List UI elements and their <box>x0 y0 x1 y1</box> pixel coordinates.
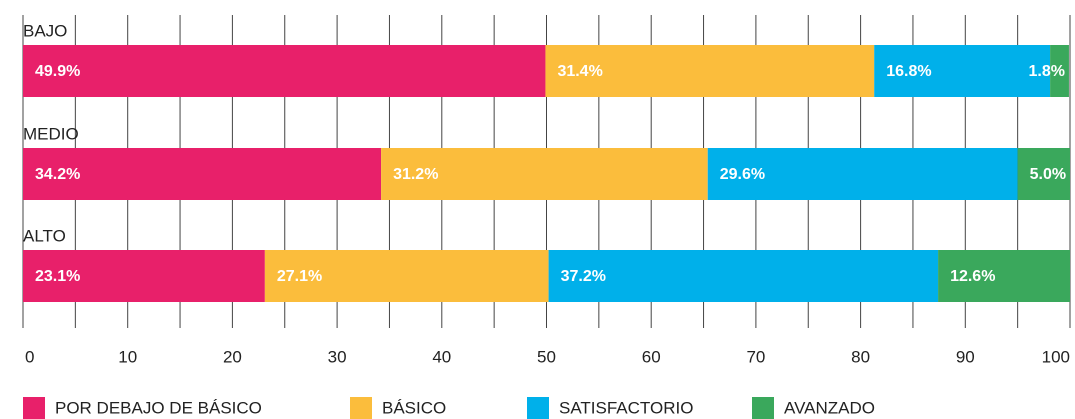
bar-segment <box>707 148 1018 200</box>
value-label: 49.9% <box>35 63 80 80</box>
legend-swatch <box>350 397 372 419</box>
x-tick-label: 80 <box>851 347 870 366</box>
legend-label: POR DEBAJO DE BÁSICO <box>55 398 262 417</box>
category-label: MEDIO <box>23 124 79 143</box>
x-tick-label: 10 <box>118 347 137 366</box>
x-tick-label: 60 <box>642 347 661 366</box>
bar-segment <box>938 250 1070 302</box>
value-label: 31.2% <box>393 166 438 183</box>
x-tick-label: 20 <box>223 347 242 366</box>
bar-segment <box>381 148 708 200</box>
bar-segment <box>1050 45 1069 97</box>
bar-segment <box>23 250 265 302</box>
legend-swatch <box>23 397 45 419</box>
value-label: 29.6% <box>720 166 765 183</box>
value-label: 1.8% <box>1029 63 1065 80</box>
category-label: BAJO <box>23 21 67 40</box>
legend-label: BÁSICO <box>382 398 446 417</box>
bar-segment <box>23 45 546 97</box>
legend-label: SATISFACTORIO <box>559 398 693 417</box>
bar-segment <box>1017 148 1070 200</box>
legend-label: AVANZADO <box>784 398 875 417</box>
legend-swatch <box>752 397 774 419</box>
value-label: 31.4% <box>557 63 602 80</box>
x-tick-label: 0 <box>25 347 34 366</box>
category-label: ALTO <box>23 226 66 245</box>
value-label: 34.2% <box>35 166 80 183</box>
bar-segment <box>264 250 549 302</box>
bar-segment <box>874 45 1051 97</box>
value-label: 5.0% <box>1030 166 1066 183</box>
bar-segment <box>548 250 939 302</box>
x-tick-label: 70 <box>746 347 765 366</box>
bar-segment <box>545 45 875 97</box>
x-tick-label: 40 <box>432 347 451 366</box>
x-tick-label: 30 <box>328 347 347 366</box>
x-tick-label: 90 <box>956 347 975 366</box>
x-tick-label: 100 <box>1042 347 1070 366</box>
value-label: 27.1% <box>277 268 322 285</box>
x-tick-label: 50 <box>537 347 556 366</box>
value-label: 37.2% <box>561 268 606 285</box>
value-label: 12.6% <box>950 268 995 285</box>
value-label: 23.1% <box>35 268 80 285</box>
legend-swatch <box>527 397 549 419</box>
bar-segment <box>23 148 382 200</box>
value-label: 16.8% <box>886 63 931 80</box>
